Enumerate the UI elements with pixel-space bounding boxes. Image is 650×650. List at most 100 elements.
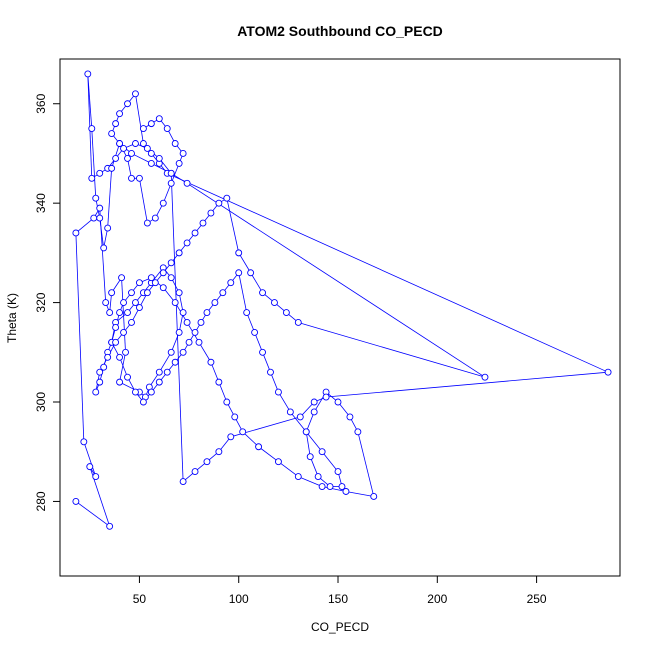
series-segment xyxy=(246,312,255,333)
data-point xyxy=(481,373,489,381)
data-point xyxy=(116,140,124,147)
data-point xyxy=(163,368,171,376)
x-tick-label: 200 xyxy=(427,592,447,606)
series-segment xyxy=(186,182,486,378)
data-point xyxy=(84,70,92,78)
data-point xyxy=(155,115,163,123)
series-segment xyxy=(83,441,97,477)
data-point xyxy=(96,368,104,376)
data-point xyxy=(191,468,199,476)
data-point xyxy=(267,368,274,376)
series-segment xyxy=(218,381,228,403)
series-segment xyxy=(321,451,339,472)
data-point xyxy=(96,169,104,177)
data-point xyxy=(132,299,139,307)
data-point xyxy=(183,239,191,247)
series-segment xyxy=(162,183,172,204)
y-tick-label: 320 xyxy=(34,292,48,312)
data-point xyxy=(259,348,267,356)
x-tick-label: 100 xyxy=(229,592,249,606)
series-segment xyxy=(75,232,85,442)
data-point xyxy=(112,338,120,346)
data-point xyxy=(310,398,318,406)
data-point xyxy=(92,473,100,481)
series-segment xyxy=(158,352,172,373)
series-segment xyxy=(198,342,212,363)
series-segment xyxy=(87,73,93,129)
data-point xyxy=(112,120,120,128)
data-point xyxy=(112,154,120,162)
series-segment xyxy=(305,411,315,432)
data-point xyxy=(155,378,163,386)
series-segment xyxy=(242,431,259,448)
series-segment xyxy=(131,153,152,164)
data-point xyxy=(326,483,334,490)
data-point xyxy=(135,279,143,287)
series-segment xyxy=(298,476,323,487)
data-point xyxy=(88,125,96,133)
data-point xyxy=(128,319,135,326)
data-point xyxy=(155,154,163,162)
series-segment xyxy=(254,332,263,353)
data-point xyxy=(334,468,342,476)
data-point xyxy=(294,473,302,481)
data-point xyxy=(139,140,147,147)
data-point xyxy=(274,388,282,396)
series-segment xyxy=(290,411,307,433)
data-point xyxy=(132,90,139,98)
y-tick-label: 340 xyxy=(34,193,48,213)
data-point xyxy=(179,309,187,316)
data-point xyxy=(80,438,88,446)
data-point xyxy=(151,214,159,222)
data-point xyxy=(147,388,155,396)
y-tick-label: 280 xyxy=(34,491,48,511)
data-point xyxy=(139,398,147,406)
data-point xyxy=(191,229,199,237)
data-point xyxy=(185,338,193,346)
data-point xyxy=(135,304,143,312)
data-point xyxy=(282,309,290,316)
data-point xyxy=(207,209,215,217)
data-point xyxy=(183,319,191,326)
data-point xyxy=(90,214,98,222)
series-segment xyxy=(99,218,105,248)
data-point xyxy=(163,125,171,133)
series-segment xyxy=(135,93,144,144)
data-point xyxy=(128,174,135,182)
x-tick-label: 150 xyxy=(328,592,348,606)
y-axis: 280 300 320 340 360 xyxy=(34,93,61,511)
chart-title: ATOM2 Southbound CO_PECD xyxy=(237,23,443,39)
series-segment xyxy=(121,277,126,353)
series-segment xyxy=(119,352,126,383)
data-point xyxy=(302,428,310,436)
data-point xyxy=(223,194,231,202)
data-point xyxy=(106,309,114,316)
data-point xyxy=(227,433,235,441)
data-point xyxy=(108,130,116,138)
series-segment xyxy=(278,391,291,413)
data-point xyxy=(314,473,322,481)
data-point xyxy=(215,448,223,456)
series-segment xyxy=(298,322,486,378)
data-point xyxy=(100,363,108,371)
data-point xyxy=(116,378,124,386)
data-point xyxy=(72,497,80,505)
data-point xyxy=(92,388,100,396)
data-point xyxy=(106,522,114,530)
data-point xyxy=(135,174,143,182)
data-point xyxy=(239,428,247,436)
data-point xyxy=(151,279,159,287)
data-point xyxy=(223,398,231,406)
data-point xyxy=(310,408,318,416)
series-segment xyxy=(170,163,180,184)
data-point xyxy=(318,483,326,490)
series-segment xyxy=(107,168,113,229)
data-point xyxy=(100,244,108,252)
data-point xyxy=(179,478,187,485)
data-point xyxy=(147,150,155,157)
data-point xyxy=(271,299,278,307)
data-point xyxy=(147,159,155,167)
data-point xyxy=(274,458,282,466)
series-segment xyxy=(270,372,279,393)
